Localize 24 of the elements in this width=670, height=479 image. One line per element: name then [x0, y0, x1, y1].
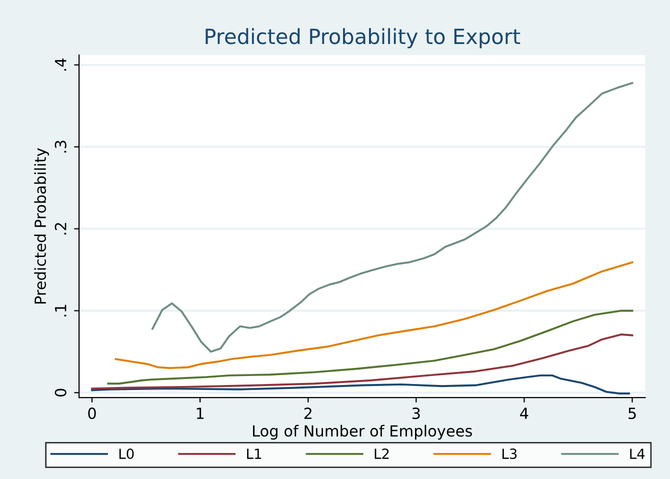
x-tick-label: 5	[628, 408, 636, 420]
line-series	[107, 310, 634, 385]
x-axis-title: Log of Number of Employees	[253, 424, 472, 440]
y-tick-label: .2	[54, 223, 66, 234]
x-tick-label: 1	[196, 408, 204, 419]
line-series	[91, 334, 634, 390]
chart-title: Predicted Probability to Export	[206, 28, 520, 48]
x-tick-label: 4	[520, 408, 528, 419]
legend-label: L3	[502, 448, 517, 460]
x-tick-label: 2	[304, 408, 312, 419]
x-tick-label: 0	[88, 408, 96, 420]
line-series	[114, 261, 634, 370]
legend-label: L4	[630, 448, 645, 459]
y-tick-label: .1	[55, 304, 66, 316]
legend-label: L0	[119, 448, 134, 460]
x-tick-label: 3	[412, 408, 420, 420]
y-tick-label: .3	[54, 140, 66, 153]
y-axis-title: Predicted Probability	[34, 148, 49, 304]
line-series	[91, 374, 630, 394]
y-tick-label: 0	[54, 388, 66, 397]
legend-label: L2	[374, 448, 389, 459]
legend-label: L1	[247, 448, 262, 459]
y-tick-label: .4	[55, 58, 66, 71]
line-series	[152, 82, 634, 353]
